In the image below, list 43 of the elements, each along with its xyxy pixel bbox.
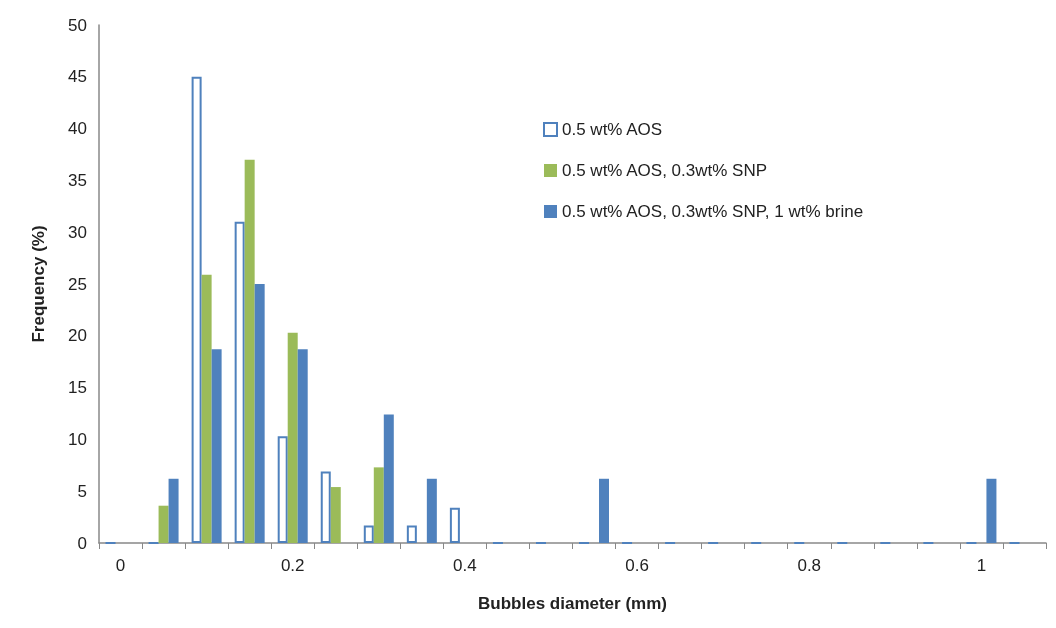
y-tick-label: 30 (68, 222, 87, 242)
bar (599, 478, 610, 543)
legend-label: 0.5 wt% AOS (562, 120, 663, 139)
bar (297, 349, 308, 543)
x-tick-label: 0.4 (453, 556, 477, 575)
bar (287, 332, 298, 543)
x-tick-label: 0 (115, 556, 126, 575)
bar (244, 159, 255, 543)
y-tick-label: 25 (68, 274, 87, 294)
bar (211, 349, 222, 543)
bar (277, 436, 288, 543)
y-tick-label: 10 (68, 429, 87, 449)
x-tick-label: 0.2 (280, 556, 305, 575)
x-tick-label: 0.6 (625, 556, 649, 575)
bar (320, 471, 331, 543)
bar (986, 478, 997, 543)
bar (254, 284, 265, 543)
y-axis-title: Frequency (%) (29, 225, 48, 343)
legend-label: 0.5 wt% AOS, 0.3wt% SNP, 1 wt% brine (562, 202, 864, 221)
bar (158, 505, 169, 543)
bar (373, 467, 384, 543)
bar (330, 487, 341, 543)
bar (234, 221, 245, 543)
x-tick-label: 1 (976, 556, 987, 575)
legend-label: 0.5 wt% AOS, 0.3wt% SNP (562, 161, 768, 180)
bar (363, 525, 374, 543)
y-tick-label: 5 (77, 481, 87, 501)
bar (406, 525, 417, 543)
x-axis-title: Bubbles diameter (mm) (478, 594, 667, 613)
y-tick-label: 15 (68, 378, 87, 398)
y-tick-label: 50 (68, 15, 87, 35)
y-tick-label: 45 (68, 67, 87, 87)
y-tick-label: 35 (68, 170, 87, 190)
bar (449, 507, 460, 543)
bar (191, 76, 202, 543)
bar (168, 478, 179, 543)
y-tick-label: 20 (68, 326, 87, 346)
bar (201, 274, 212, 543)
y-tick-label: 40 (68, 119, 87, 139)
bar (383, 414, 394, 543)
y-tick-label: 0 (77, 533, 87, 553)
bar (426, 478, 437, 543)
x-tick-label: 0.8 (797, 556, 822, 575)
